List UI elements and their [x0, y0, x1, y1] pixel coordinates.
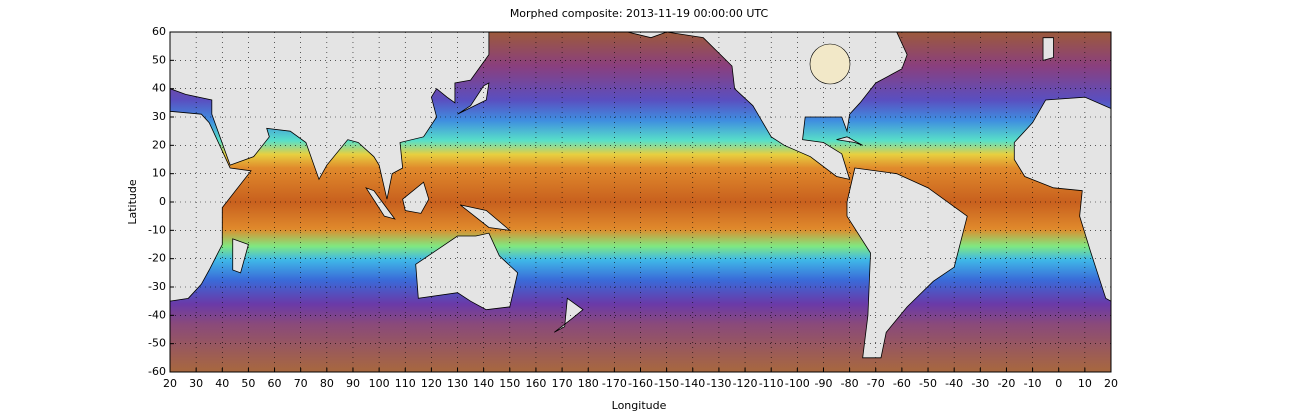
landmass	[457, 82, 490, 115]
landmass	[846, 167, 968, 359]
landmass	[553, 297, 584, 333]
x-tick-label: -140	[680, 377, 705, 390]
x-tick-label: -170	[602, 377, 627, 390]
y-tick-label: -60	[148, 365, 166, 378]
x-tick-label: 60	[268, 377, 282, 390]
x-tick-label: 150	[499, 377, 520, 390]
x-tick-label: -80	[841, 377, 859, 390]
y-tick-label: 40	[152, 82, 166, 95]
x-tick-label: 140	[473, 377, 494, 390]
x-tick-label: 100	[369, 377, 390, 390]
x-tick-label: -150	[654, 377, 679, 390]
x-tick-label: -30	[971, 377, 989, 390]
y-tick-label: 0	[159, 195, 166, 208]
x-tick-label: 110	[395, 377, 416, 390]
x-tick-label: 120	[421, 377, 442, 390]
y-tick-label: 60	[152, 25, 166, 38]
x-tick-label: -130	[706, 377, 731, 390]
y-tick-label: -10	[148, 223, 166, 236]
landmass	[169, 110, 252, 302]
landmass	[232, 238, 249, 274]
logo	[809, 43, 851, 85]
x-tick-label: 10	[1078, 377, 1092, 390]
x-tick-label: 20	[163, 377, 177, 390]
x-tick-label: -160	[628, 377, 653, 390]
x-tick-label: 90	[346, 377, 360, 390]
x-tick-label: 50	[241, 377, 255, 390]
map-title: Morphed composite: 2013-11-19 00:00:00 U…	[510, 7, 769, 20]
y-tick-label: -30	[148, 280, 166, 293]
y-tick-label: 30	[152, 110, 166, 123]
x-tick-label: 130	[447, 377, 468, 390]
x-tick-label: -10	[1024, 377, 1042, 390]
landmass	[1042, 37, 1054, 61]
x-tick-label: 80	[320, 377, 334, 390]
landmass	[836, 136, 863, 146]
landmass	[1013, 96, 1112, 302]
y-tick-label: -20	[148, 252, 166, 265]
x-axis-label: Longitude	[612, 399, 667, 412]
x-tick-label: -100	[785, 377, 810, 390]
landmass	[402, 181, 430, 214]
x-tick-label: -50	[919, 377, 937, 390]
y-tick-label: 10	[152, 167, 166, 180]
x-tick-label: 30	[189, 377, 203, 390]
x-tick-label: -120	[733, 377, 758, 390]
x-tick-label: 20	[1104, 377, 1118, 390]
x-tick-label: 180	[578, 377, 599, 390]
x-tick-label: 170	[552, 377, 573, 390]
x-tick-label: 70	[294, 377, 308, 390]
y-tick-label: -40	[148, 308, 166, 321]
x-tick-label: -40	[945, 377, 963, 390]
landmass	[459, 204, 512, 231]
x-tick-label: 160	[525, 377, 546, 390]
x-tick-label: -90	[814, 377, 832, 390]
x-tick-label: 0	[1055, 377, 1062, 390]
y-tick-label: 20	[152, 138, 166, 151]
landmass	[169, 31, 490, 200]
x-tick-label: -70	[867, 377, 885, 390]
y-tick-label: 50	[152, 53, 166, 66]
grid-layer	[169, 31, 1112, 373]
y-tick-label: -50	[148, 337, 166, 350]
x-tick-label: -60	[893, 377, 911, 390]
landmass	[365, 187, 396, 220]
x-tick-label: 40	[215, 377, 229, 390]
x-tick-label: -20	[997, 377, 1015, 390]
x-tick-label: -110	[759, 377, 784, 390]
y-axis-label: Latitude	[126, 179, 139, 225]
